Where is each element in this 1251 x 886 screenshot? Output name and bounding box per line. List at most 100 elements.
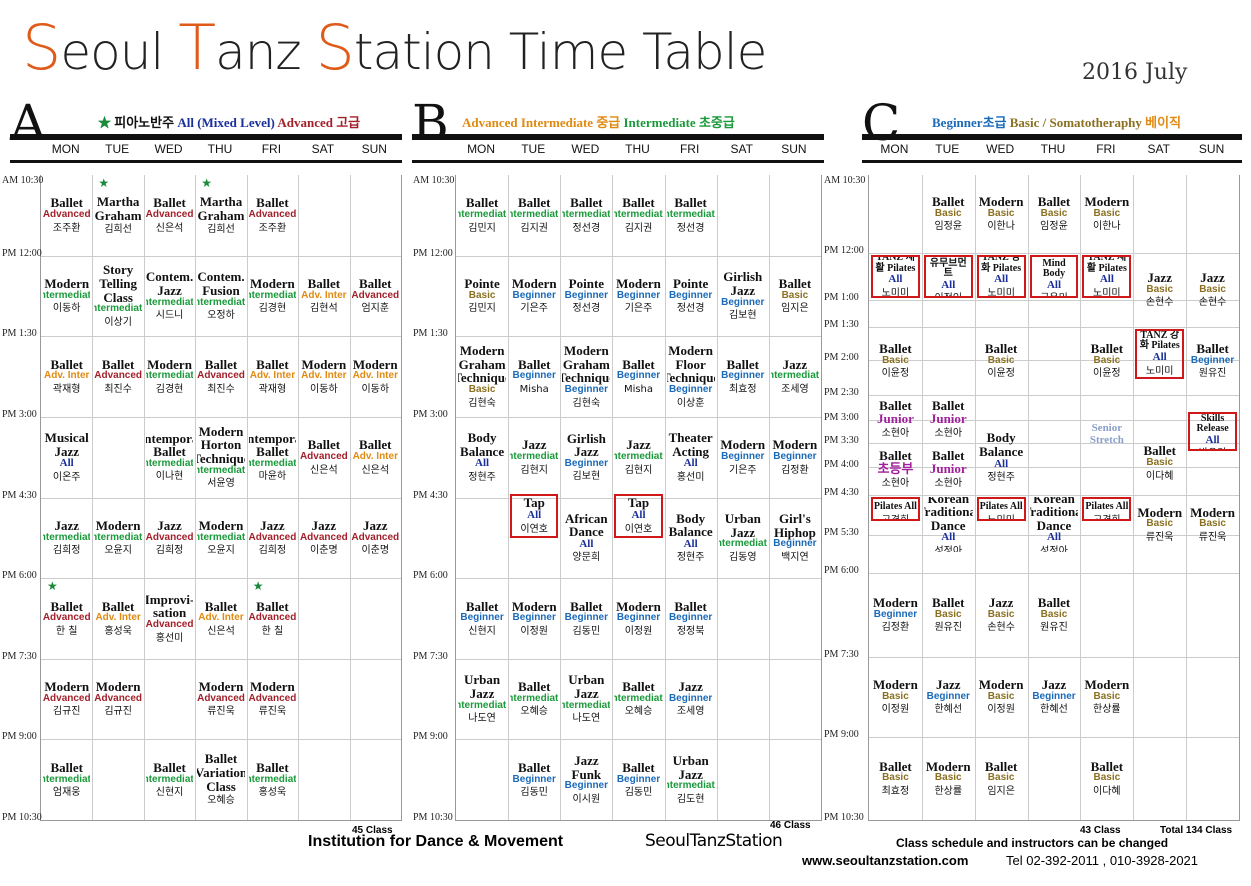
class-cell[interactable]: Urban JazzIntermediate 나도연: [562, 661, 610, 738]
class-cell[interactable]: Body Balance All 정현주: [667, 500, 715, 577]
class-cell[interactable]: Ballet Basic 임정윤: [1030, 177, 1079, 251]
class-cell[interactable]: Ballet Adv. Inter 곽재형: [249, 338, 296, 415]
class-cell[interactable]: Girlish Jazz Beginner 김보현: [562, 419, 610, 496]
class-cell[interactable]: TANZ 강화 Pilates All 노미미: [1135, 329, 1185, 379]
class-cell[interactable]: Theater Acting All 홍선미: [667, 419, 715, 496]
class-cell[interactable]: Modern Graham TechniqueBeginner김현숙: [562, 338, 610, 415]
class-cell[interactable]: Ballet Adv. Inter 신은석: [352, 419, 399, 496]
class-cell[interactable]: JazzIntermediate조세영: [771, 338, 819, 415]
class-cell[interactable]: Musical Jazz All 이온주: [43, 419, 90, 496]
class-cell[interactable]: Modern Beginner 기은주: [719, 419, 767, 496]
class-cell[interactable]: ModernIntermediate 이동하: [43, 258, 90, 335]
class-cell[interactable]: Ballet Advanced 조주환: [249, 177, 296, 254]
class-cell[interactable]: ModernIntermediate 오윤지: [94, 500, 141, 577]
class-cell[interactable]: Jazz Basic 손현수: [1135, 255, 1184, 325]
class-cell[interactable]: JazzIntermediate 김희정: [43, 500, 90, 577]
class-cell[interactable]: Modern Beginner 기은주: [510, 258, 558, 335]
class-cell[interactable]: BalletIntermediate김민지: [458, 177, 506, 254]
class-cell[interactable]: African Dance All 양문희: [562, 500, 610, 577]
class-cell[interactable]: Ballet Beginner 김동민: [510, 741, 558, 818]
class-cell[interactable]: Contemporary BalletIntermediate 마윤하: [249, 419, 296, 496]
class-cell[interactable]: Jazz Beginner 한혜선: [924, 659, 973, 735]
class-cell[interactable]: Modern Beginner 기은주: [614, 258, 662, 335]
class-cell[interactable]: BalletIntermediate 신현지: [146, 741, 193, 818]
class-cell[interactable]: Ballet Advanced 신은석: [300, 419, 347, 496]
class-cell[interactable]: Ballet Advanced 엄지훈: [352, 258, 399, 335]
class-cell[interactable]: Ballet Basic 임지은: [977, 739, 1026, 818]
class-cell[interactable]: Ballet Basic 임지은: [771, 258, 819, 335]
class-cell[interactable]: BalletIntermediate 오혜승: [614, 661, 662, 738]
class-cell[interactable]: ModernIntermediate김경현: [249, 258, 296, 335]
class-cell[interactable]: Modern Advanced 김규진: [43, 661, 90, 738]
class-cell[interactable]: TANZ 재활 Pilates All 노미미: [1082, 255, 1132, 298]
class-cell[interactable]: Modern Basic 한상률: [1082, 659, 1131, 735]
class-cell[interactable]: Senior Stretch: [1082, 410, 1131, 461]
class-cell[interactable]: Contemporary BalletIntermediate 이나현: [146, 419, 193, 496]
class-cell[interactable]: Modern Basic 류진욱: [1135, 497, 1184, 552]
class-cell[interactable]: ModernIntermediate김경현: [146, 338, 193, 415]
class-cell[interactable]: Modern Basic 이한나: [1082, 177, 1131, 251]
class-cell[interactable]: Martha Graham 김희선 ★: [197, 177, 245, 254]
class-cell[interactable]: Jazz Advanced 김희정: [249, 500, 296, 577]
class-cell[interactable]: Ballet Basic 원유진: [1030, 575, 1079, 655]
class-cell[interactable]: Jazz Advanced 이춘명: [352, 500, 399, 577]
class-cell[interactable]: Ballet Advanced 최진수: [94, 338, 141, 415]
class-cell[interactable]: Ballet Basic 원유진: [924, 575, 973, 655]
class-cell[interactable]: Ballet Adv. Inter 곽재형: [43, 338, 90, 415]
class-cell[interactable]: Ballet Junior 소현아: [924, 445, 973, 493]
class-cell[interactable]: Ballet Junior 소현아: [924, 397, 973, 441]
class-cell[interactable]: Modern Beginner 김정환: [771, 419, 819, 496]
class-cell[interactable]: TANZ 재활 Pilates All 노미미: [871, 255, 920, 298]
class-cell[interactable]: BalletIntermediate 오혜승: [510, 661, 558, 738]
class-cell[interactable]: Jazz Basic 손현수: [1188, 255, 1237, 325]
class-cell[interactable]: Martha Graham 김희선 ★: [94, 177, 142, 254]
class-cell[interactable]: Modern Basic 이한나: [977, 177, 1026, 251]
class-cell[interactable]: Ballet Basic 이윤정: [871, 329, 920, 393]
class-cell[interactable]: Pointe Beginner 정선경: [562, 258, 610, 335]
class-cell[interactable]: TANZ 치유무브먼트All 이정인: [923, 255, 973, 298]
class-cell[interactable]: Body Balance All 정현주: [458, 419, 506, 496]
class-cell[interactable]: Urban JazzIntermediate 나도연: [458, 661, 506, 738]
class-cell[interactable]: Girl's Hiphop Beginner 백지연: [771, 500, 819, 577]
class-cell[interactable]: Tap All 이연호: [510, 493, 559, 538]
class-cell[interactable]: BalletIntermediate 홍성욱: [249, 741, 296, 818]
class-cell[interactable]: Modern Basic 이정원: [871, 659, 920, 735]
class-cell[interactable]: Ballet Adv. Inter 신은석: [197, 580, 244, 657]
class-cell[interactable]: Urban JazzIntermediate김도현: [667, 741, 715, 818]
class-cell[interactable]: Ballet Adv. Inter 홍성욱: [94, 580, 141, 657]
class-cell[interactable]: Ballet Basic 이다혜: [1135, 434, 1184, 494]
class-cell[interactable]: Contem. JazzIntermediate 시드니: [146, 258, 193, 335]
class-cell[interactable]: JazzIntermediate 김현지: [510, 419, 558, 496]
class-cell[interactable]: Ballet Basic 최효정: [871, 739, 920, 818]
class-cell[interactable]: Ballet 초등부 소현아: [871, 445, 920, 493]
class-cell[interactable]: BalletIntermediate정선경: [667, 177, 715, 254]
class-cell[interactable]: Ballet Beginner Misha: [614, 338, 662, 415]
class-cell[interactable]: Ballet Advanced 신은석: [146, 177, 193, 254]
class-cell[interactable]: Ballet Beginner 신현지: [458, 580, 506, 657]
class-cell[interactable]: Pointe Basic 김민지: [458, 258, 506, 335]
class-cell[interactable]: Ballet Basic 이윤정: [1082, 329, 1131, 393]
class-cell[interactable]: BalletIntermediate김지권: [614, 177, 662, 254]
class-cell[interactable]: Pointe Beginner 정선경: [667, 258, 715, 335]
class-cell[interactable]: Ballet Variation Class 오혜승: [197, 741, 244, 818]
class-cell[interactable]: Story Telling ClassIntermediate이상기: [94, 258, 141, 335]
class-cell[interactable]: Modern Advanced 류진욱: [249, 661, 296, 738]
class-cell[interactable]: Ballet Basic 이윤정: [977, 329, 1026, 393]
class-cell[interactable]: Jazz Beginner 조세영: [667, 661, 715, 738]
class-cell[interactable]: Modern Horton TechniqueIntermediate 서윤영: [197, 419, 244, 496]
class-cell[interactable]: Modern Graham TechniqueBasic김현숙: [458, 338, 506, 415]
class-cell[interactable]: Jazz Advanced 이춘명: [300, 500, 347, 577]
class-cell[interactable]: Ballet Beginner 원유진: [1188, 329, 1237, 393]
class-cell[interactable]: Ballet Advanced 최진수: [197, 338, 244, 415]
class-cell[interactable]: JazzIntermediate 김현지: [614, 419, 662, 496]
class-cell[interactable]: Ballet Basic 임정윤: [924, 177, 973, 251]
class-cell[interactable]: Modern Advanced 류진욱: [197, 661, 244, 738]
class-cell[interactable]: BalletIntermediate 엄재웅: [43, 741, 90, 818]
class-cell[interactable]: Jazz Beginner 한혜선: [1030, 659, 1079, 735]
class-cell[interactable]: Ballet Basic 이다혜: [1082, 739, 1131, 818]
class-cell[interactable]: Modern Advanced 김규진: [94, 661, 141, 738]
